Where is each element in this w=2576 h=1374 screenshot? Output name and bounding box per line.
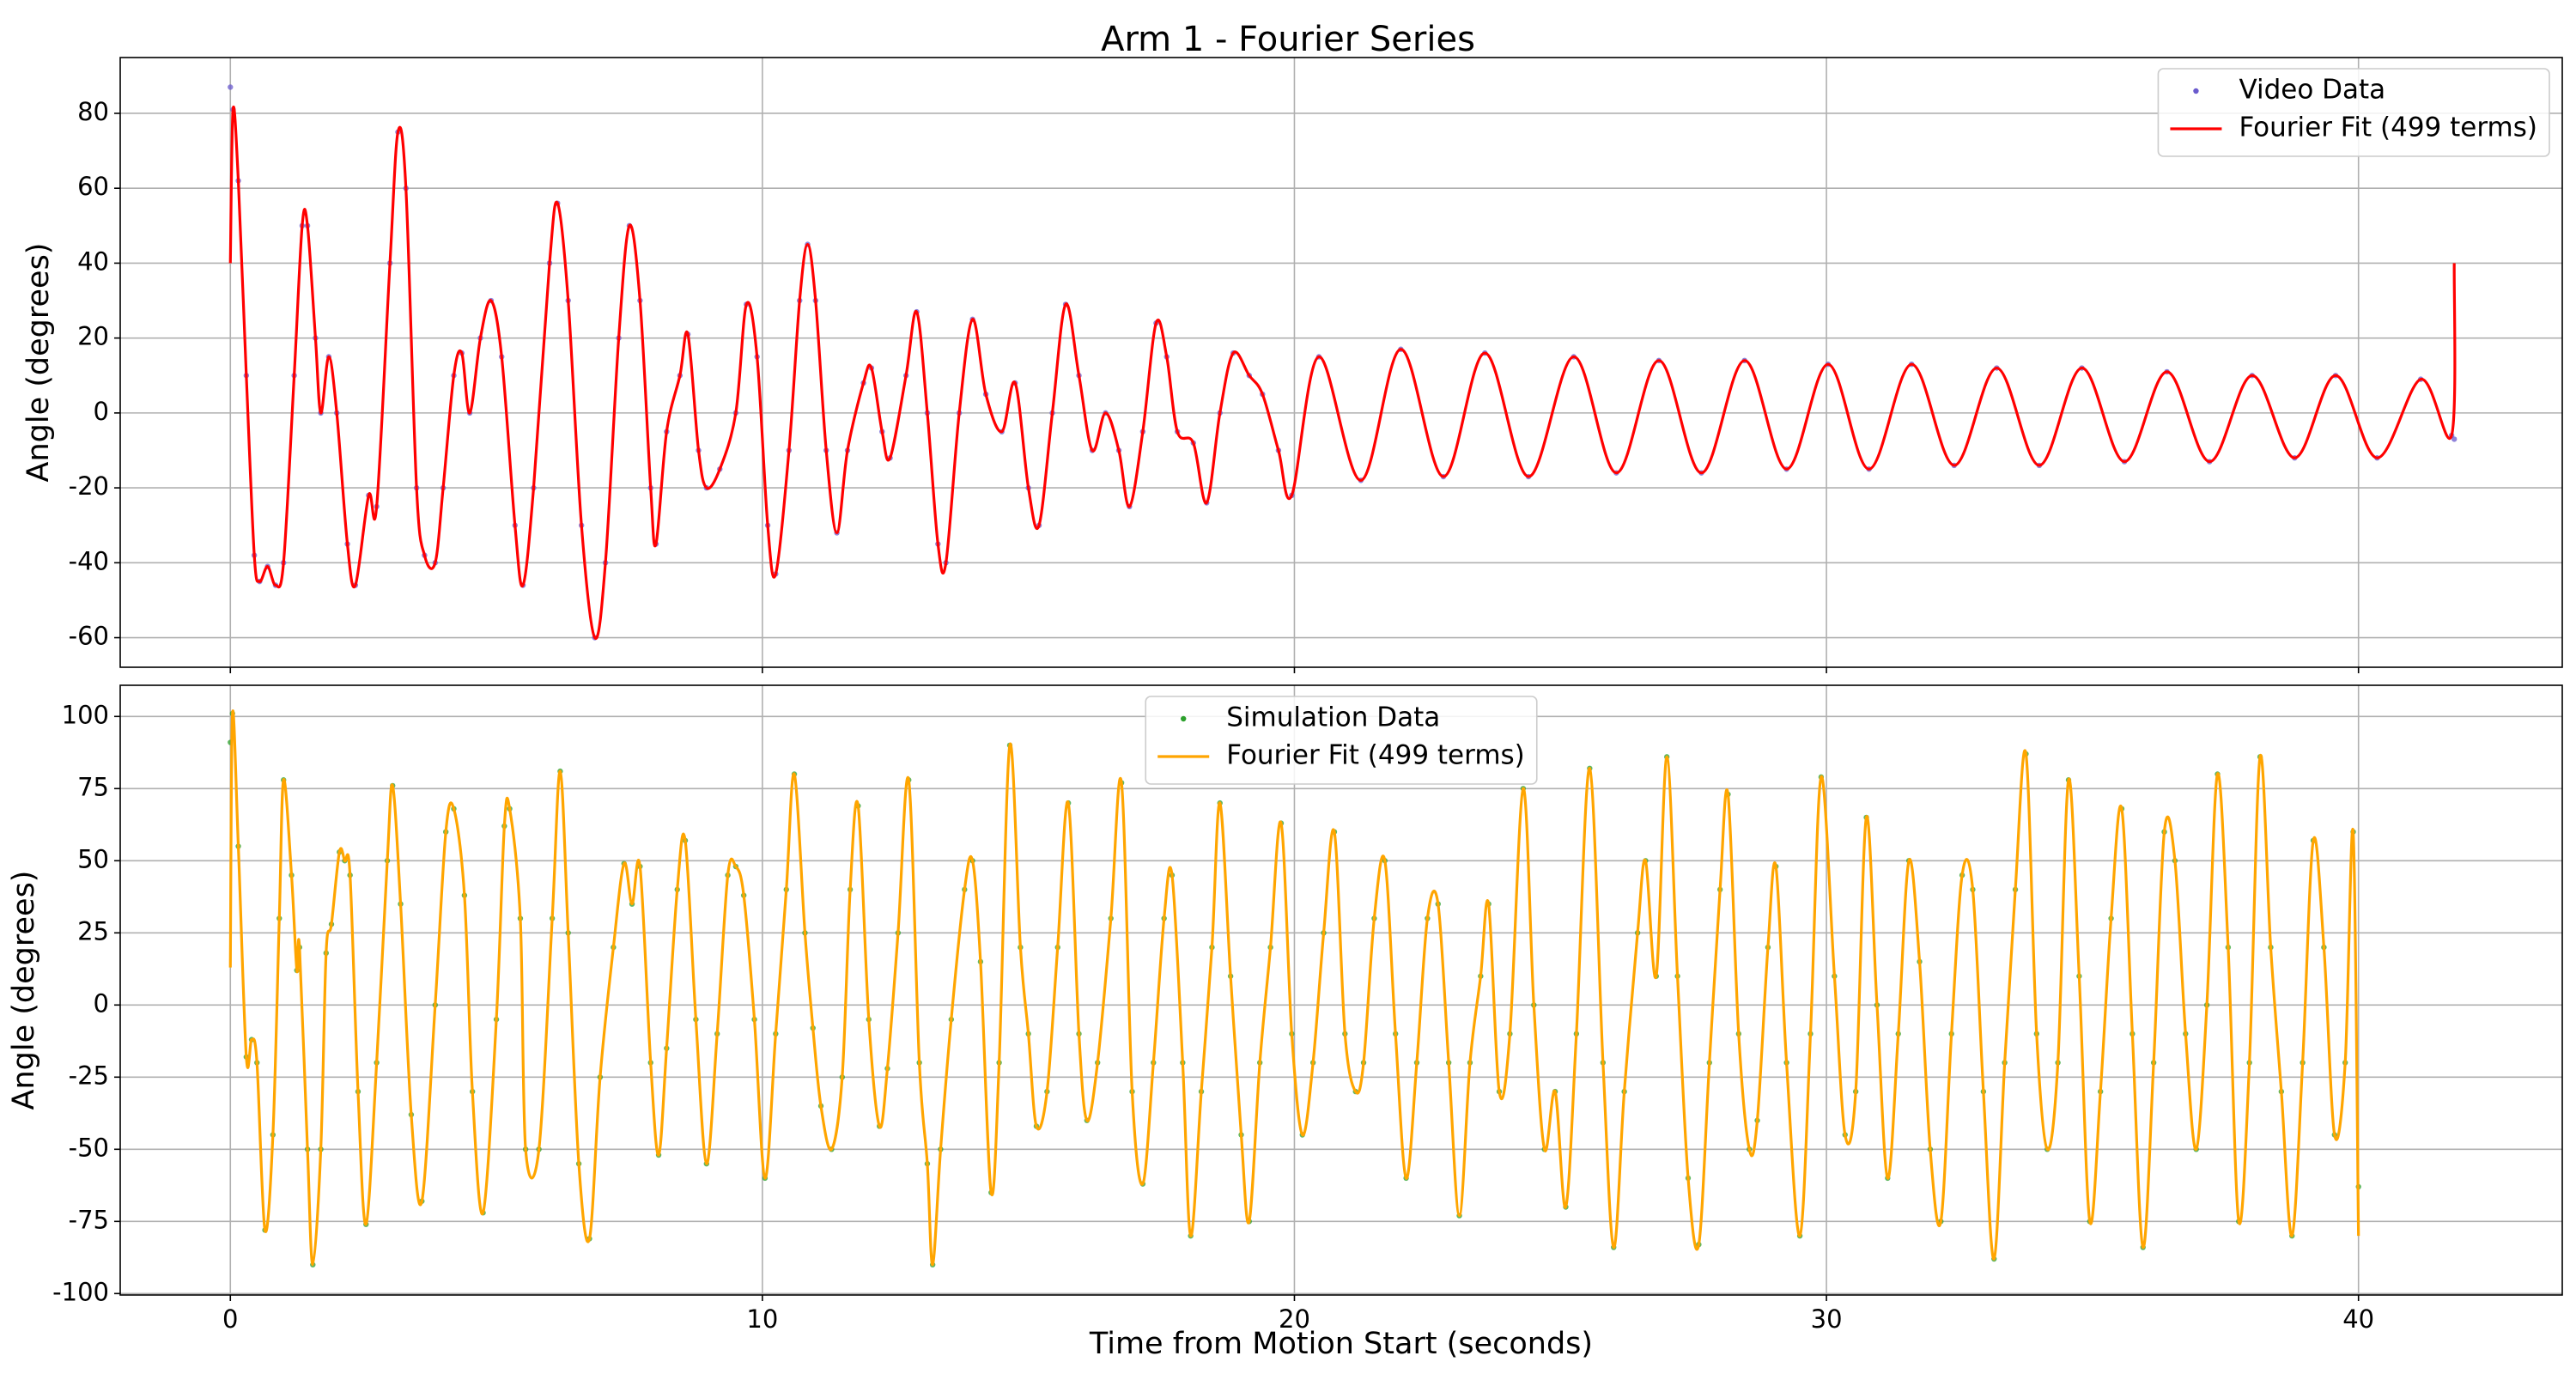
- y-tick-label: 60: [77, 172, 109, 201]
- fit-line: [228, 106, 2457, 641]
- y-tick-label: -20: [69, 471, 109, 501]
- y-tick-label: -60: [69, 622, 109, 651]
- y-tick-label: -25: [69, 1061, 109, 1090]
- legend: Simulation Data Fourier Fit (499 terms): [1145, 696, 1538, 785]
- axes-frame: [119, 57, 2563, 668]
- y-tick-label: 75: [77, 772, 109, 801]
- y-axis-label: Angle (degrees): [7, 871, 41, 1110]
- y-tick-label: 40: [77, 246, 109, 276]
- fit-line: [228, 709, 2360, 1267]
- legend-box: [2157, 68, 2550, 157]
- x-tick-label: 30: [1811, 1304, 1843, 1334]
- y-tick-label: -100: [52, 1277, 109, 1306]
- y-tick-label: -40: [69, 546, 109, 575]
- y-tick-label: 100: [62, 700, 109, 729]
- data-point: [228, 84, 234, 90]
- plot-area: [228, 709, 2361, 1268]
- subplot: 0 10 20 30 40 -100 -75 -50 -25 0 25 50 75 100 Angle (d…: [7, 684, 2563, 1361]
- chart-title: Arm 1 - Fourier Series: [1101, 20, 1475, 59]
- legend-label: Fourier Fit (499 terms): [1226, 740, 1525, 771]
- y-tick-label: -75: [69, 1205, 109, 1234]
- x-axis-label: Time from Motion Start (seconds): [1089, 1327, 1593, 1361]
- x-tick-label: 0: [222, 1304, 238, 1334]
- subplot: -60 -40 -20 0 20 40 60 80 Angle (degrees) Video D…: [21, 57, 2563, 673]
- legend-label: Fourier Fit (499 terms): [2239, 112, 2537, 143]
- data-point: [2451, 436, 2458, 442]
- y-tick-label: 25: [77, 916, 109, 945]
- y-tick-label: 20: [77, 322, 109, 351]
- y-tick-label: 80: [77, 97, 109, 126]
- legend-marker: [2193, 88, 2199, 94]
- axes-frame: [119, 684, 2563, 1296]
- x-tick-label: 40: [2342, 1304, 2374, 1334]
- x-tick-label: 10: [746, 1304, 778, 1334]
- legend-marker: [1181, 715, 1187, 722]
- legend-label: Video Data: [2239, 75, 2385, 106]
- y-tick-label: 50: [77, 844, 109, 873]
- legend-box: [1145, 696, 1538, 785]
- y-axis-label: Angle (degrees): [21, 243, 56, 483]
- legend: Video Data Fourier Fit (499 terms): [2157, 68, 2550, 157]
- y-tick-label: 0: [94, 988, 109, 1018]
- legend-label: Simulation Data: [1226, 702, 1440, 733]
- y-tick-label: 0: [94, 397, 109, 426]
- plot-area: [228, 84, 2458, 641]
- y-tick-label: -50: [69, 1133, 109, 1162]
- x-tick-label: 20: [1279, 1304, 1310, 1334]
